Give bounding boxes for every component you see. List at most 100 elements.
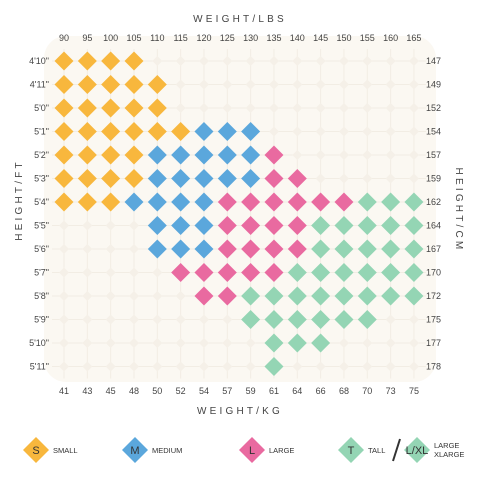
cell-tall (311, 216, 331, 235)
empty-cell-marker (105, 361, 116, 372)
tick-label-kg: 41 (59, 386, 69, 396)
empty-cell-marker (128, 291, 139, 301)
cell-tall (404, 239, 424, 259)
empty-cell-marker (59, 291, 69, 301)
cell-medium (217, 145, 237, 165)
empty-cell-marker (175, 103, 186, 113)
legend-letter: L (249, 445, 255, 457)
empty-cell-marker (315, 79, 326, 90)
cell-tall (381, 263, 401, 282)
cell-tall (381, 239, 401, 259)
legend-swatch-l (239, 437, 265, 463)
empty-cell-marker (245, 56, 256, 66)
empty-cell-marker (59, 314, 69, 325)
empty-cell-marker (59, 220, 69, 231)
empty-cell-marker (408, 314, 419, 325)
row-label-cm: 175 (426, 315, 441, 325)
empty-cell-marker (82, 267, 93, 278)
cell-small (77, 192, 97, 212)
empty-cell-marker (105, 267, 116, 278)
cell-tall (334, 263, 354, 282)
empty-cell-marker (128, 314, 139, 325)
empty-cell-marker (385, 56, 396, 66)
empty-cell-marker (385, 103, 396, 113)
tick-label-lbs: 105 (126, 33, 141, 43)
empty-cell-marker (292, 361, 303, 372)
empty-cell-marker (105, 314, 116, 325)
empty-cell-marker (222, 314, 233, 325)
row-label-ft: 5'2" (34, 150, 49, 160)
empty-cell-marker (292, 103, 303, 113)
cell-small (124, 51, 144, 71)
cell-large (264, 263, 284, 282)
empty-cell-marker (362, 103, 373, 113)
legend-label: TALL (368, 446, 385, 455)
empty-cell-marker (292, 150, 303, 160)
cell-large (334, 192, 354, 212)
row-label-cm: 178 (426, 362, 441, 372)
cell-medium (194, 192, 214, 212)
empty-cell-marker (315, 103, 326, 113)
cell-large (287, 216, 307, 235)
cell-tall (404, 192, 424, 212)
row-label-ft: 5'4" (34, 197, 49, 207)
empty-cell-marker (315, 56, 326, 66)
empty-cell-marker (408, 79, 419, 90)
empty-cell-marker (175, 314, 186, 325)
cell-small (54, 192, 74, 212)
cell-medium (194, 122, 214, 141)
empty-cell-marker (268, 79, 279, 90)
legend-swatch-m (122, 437, 148, 463)
cell-medium (147, 192, 167, 212)
empty-cell-marker (175, 361, 186, 372)
empty-cell-marker (338, 56, 349, 66)
empty-cell-marker (268, 56, 279, 66)
empty-cell-marker (385, 361, 396, 372)
legend-swatch-lxl (404, 437, 430, 463)
empty-cell-marker (245, 338, 256, 348)
cell-small (147, 75, 167, 94)
cell-small (101, 169, 121, 188)
tick-label-lbs: 160 (383, 33, 398, 43)
empty-cell-marker (385, 338, 396, 348)
cell-small (77, 51, 97, 71)
cell-medium (171, 169, 191, 188)
cell-large (287, 239, 307, 259)
row-label-cm: 152 (426, 103, 441, 113)
empty-cell-marker (198, 56, 209, 66)
cell-medium (124, 192, 144, 212)
row-label-ft: 5'11" (30, 362, 49, 372)
tick-label-kg: 57 (222, 386, 232, 396)
row-label-cm: 147 (426, 56, 441, 66)
cell-small (147, 122, 167, 141)
cell-medium (147, 169, 167, 188)
tick-label-lbs: 145 (313, 33, 328, 43)
tick-label-kg: 54 (199, 386, 209, 396)
tick-label-kg: 59 (246, 386, 256, 396)
empty-cell-marker (128, 244, 139, 254)
cell-small (54, 98, 74, 118)
cell-large (241, 216, 261, 235)
cell-small (101, 122, 121, 141)
empty-cell-marker (385, 126, 396, 137)
cell-large (171, 263, 191, 282)
tick-label-kg: 70 (362, 386, 372, 396)
empty-cell-marker (152, 291, 163, 301)
tick-label-lbs: 125 (220, 33, 235, 43)
cell-medium (171, 216, 191, 235)
empty-cell-marker (222, 338, 233, 348)
empty-cell-marker (408, 173, 419, 184)
row-label-cm: 172 (426, 291, 441, 301)
cell-small (54, 51, 74, 71)
cell-large (264, 216, 284, 235)
empty-cell-marker (385, 150, 396, 160)
tick-label-kg: 61 (269, 386, 279, 396)
row-label-ft: 5'9" (34, 315, 49, 325)
row-label-cm: 162 (426, 197, 441, 207)
tick-label-kg: 50 (152, 386, 162, 396)
top-axis-title: WEIGHT/LBS (193, 14, 287, 25)
cell-medium (147, 145, 167, 165)
empty-cell-marker (175, 338, 186, 348)
cell-small (54, 169, 74, 188)
